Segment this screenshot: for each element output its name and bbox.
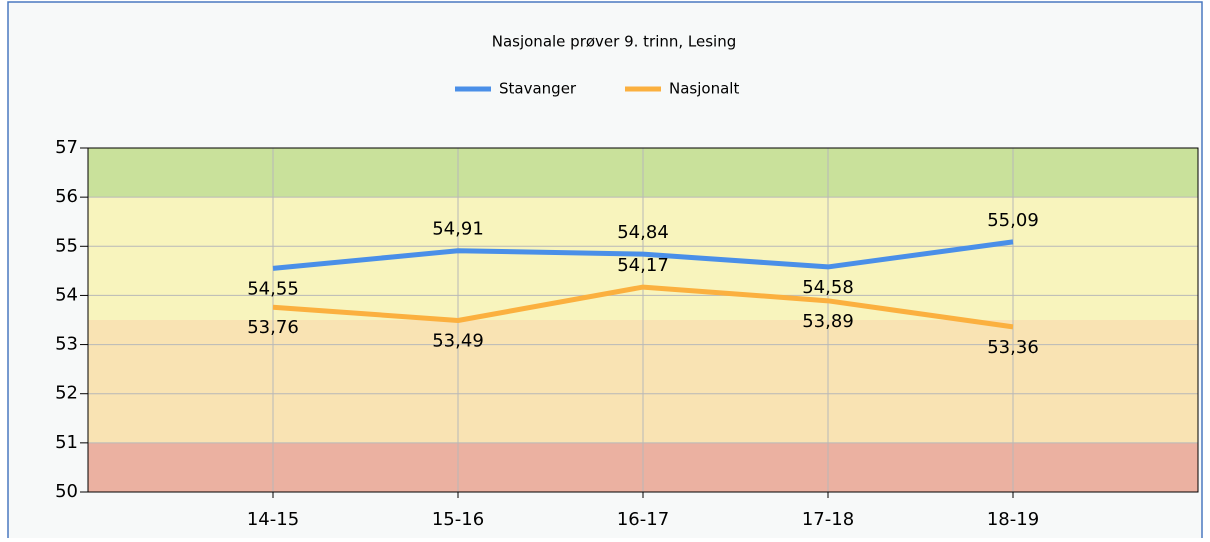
series-line [272, 239, 1014, 271]
y-tick-label: 57 [55, 137, 78, 158]
y-tick-label: 50 [55, 481, 78, 502]
data-label: 54,91 [432, 219, 484, 240]
series-line [272, 284, 1014, 330]
y-tick-label: 54 [55, 284, 78, 305]
data-label: 53,36 [987, 337, 1039, 358]
data-label: 54,55 [247, 278, 299, 299]
chart-title: Nasjonale prøver 9. trinn, Lesing [492, 33, 737, 51]
y-tick-label: 56 [55, 186, 78, 207]
x-tick-label: 15-16 [432, 509, 484, 530]
data-label: 53,89 [802, 311, 854, 332]
x-tick-label: 18-19 [987, 509, 1039, 530]
data-label: 53,49 [432, 330, 484, 351]
y-tick-label: 55 [55, 235, 78, 256]
data-label: 54,58 [802, 277, 854, 298]
data-label: 55,09 [987, 210, 1039, 231]
data-label: 54,17 [617, 255, 669, 276]
x-tick-label: 16-17 [617, 509, 669, 530]
legend-label: Stavanger [499, 80, 577, 98]
y-tick-label: 52 [55, 383, 78, 404]
x-tick-label: 14-15 [247, 509, 299, 530]
y-tick-label: 51 [55, 432, 78, 453]
data-label: 53,76 [247, 317, 299, 338]
x-tick-label: 17-18 [802, 509, 854, 530]
data-label: 54,84 [617, 222, 669, 243]
y-tick-label: 53 [55, 334, 78, 355]
plot-border [87, 147, 1199, 493]
legend-label: Nasjonalt [669, 80, 739, 98]
